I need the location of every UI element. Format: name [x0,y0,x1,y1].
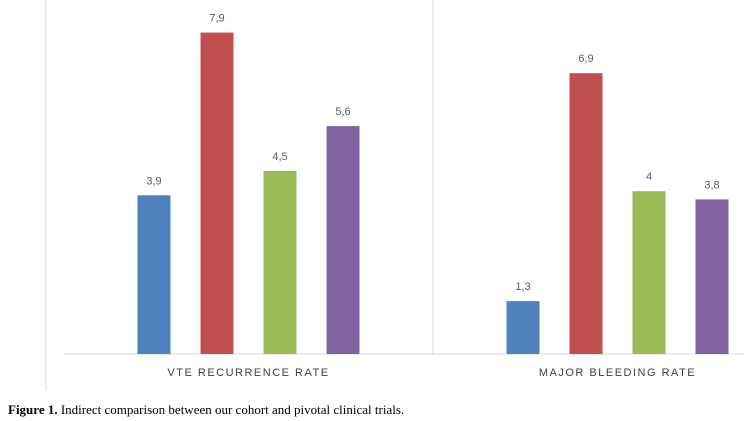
data-label-series4-cat1: 5,6 [335,106,350,118]
caption-label: Figure 1. [8,402,58,417]
bar-series4-cat1 [326,126,360,354]
bar-series4-cat2 [695,199,729,354]
data-label-series2-cat1: 7,9 [209,13,224,25]
data-label-series1-cat2: 1,3 [515,281,530,293]
figure-caption: Figure 1. Indirect comparison between ou… [8,402,404,418]
data-label-series1-cat1: 3,9 [146,175,161,187]
data-label-series4-cat2: 3,8 [704,179,719,191]
data-label-series3-cat1: 4,5 [272,151,287,163]
category-labels-group: VTE RECURRENCE RATE MAJOR BLEEDING RATE [167,367,696,379]
bar-series3-cat1 [263,170,297,354]
bar-series3-cat2 [632,191,666,354]
bar-series2-cat2 [569,73,603,354]
bar-series1-cat2 [506,301,540,354]
category-label-1: VTE RECURRENCE RATE [167,367,329,379]
caption-text: Indirect comparison between our cohort a… [57,402,405,417]
bar-series1-cat1 [137,195,171,354]
data-labels-group: 3,9 7,9 4,5 5,6 1,3 6,9 4 3,8 [146,13,719,294]
data-label-series2-cat2: 6,9 [578,53,593,65]
data-label-series3-cat2: 4 [646,171,652,183]
bar-series2-cat1 [200,32,234,354]
category-label-2: MAJOR BLEEDING RATE [539,367,696,379]
bars-group [137,32,729,354]
